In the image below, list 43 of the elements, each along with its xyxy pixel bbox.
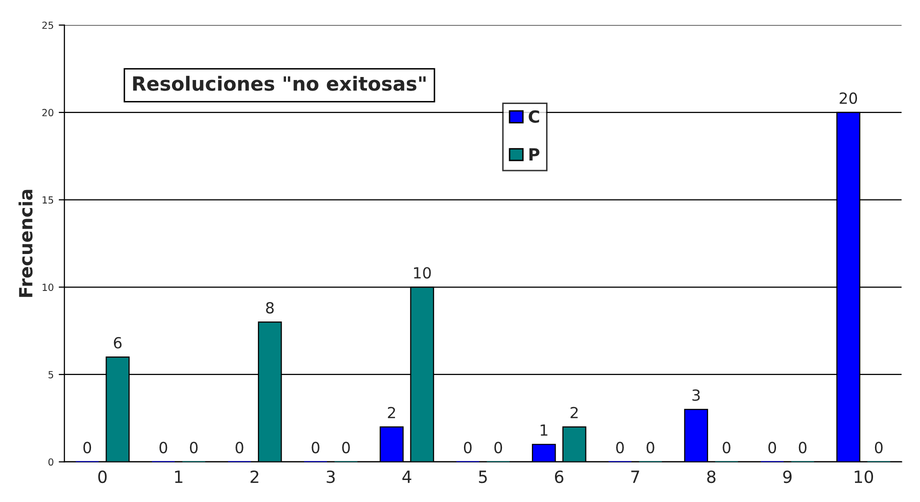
data-label: 0: [722, 442, 730, 454]
x-tick-label: 10: [854, 470, 874, 484]
y-tick-label: 5: [48, 371, 54, 378]
x-tick-label: 0: [98, 470, 107, 484]
text: Resoluciones "no exitosas": [133, 76, 426, 91]
x-tick-label: 2: [250, 470, 258, 483]
x-tick-label: 7: [631, 470, 640, 483]
data-label: 0: [874, 442, 883, 454]
data-label: 0: [464, 442, 472, 454]
data-label: 0: [190, 442, 198, 454]
data-label: 0: [83, 442, 92, 454]
x-tick-label: 4: [402, 470, 412, 483]
x-tick-label: 6: [554, 470, 564, 484]
data-label: 3: [692, 389, 700, 401]
data-label: 0: [236, 442, 244, 454]
y-tick-label: 15: [42, 196, 54, 204]
data-label: 0: [312, 442, 320, 454]
data-label: 8: [266, 302, 274, 314]
data-label: 6: [114, 336, 122, 349]
y-tick-label: 20: [42, 108, 54, 116]
x-tick-label: 1: [175, 470, 182, 483]
data-label: 0: [616, 442, 624, 454]
data-label: 1: [540, 424, 548, 436]
data-label: 2: [570, 406, 578, 418]
y-tick-label: 25: [42, 22, 54, 29]
x-tick-label: 3: [326, 470, 335, 484]
data-label: 0: [798, 442, 807, 454]
data-label: 0: [342, 442, 350, 454]
data-label: 20: [840, 92, 858, 104]
legend-label: P: [529, 148, 540, 160]
data-label: 0: [159, 442, 168, 454]
x-tick-label: 9: [783, 470, 792, 484]
x-tick-label: 5: [478, 470, 487, 484]
y-axis-title: Frecuencia: [18, 190, 33, 297]
data-label: 0: [768, 442, 776, 454]
legend-label: C: [528, 110, 540, 123]
y-tick-label: 0: [48, 458, 54, 466]
x-tick-label: 8: [707, 470, 716, 484]
data-label: 10: [414, 267, 431, 279]
data-label: 0: [646, 442, 654, 454]
data-label: 2: [388, 406, 395, 418]
data-label: 0: [494, 442, 502, 454]
y-tick-label: 10: [42, 284, 54, 291]
